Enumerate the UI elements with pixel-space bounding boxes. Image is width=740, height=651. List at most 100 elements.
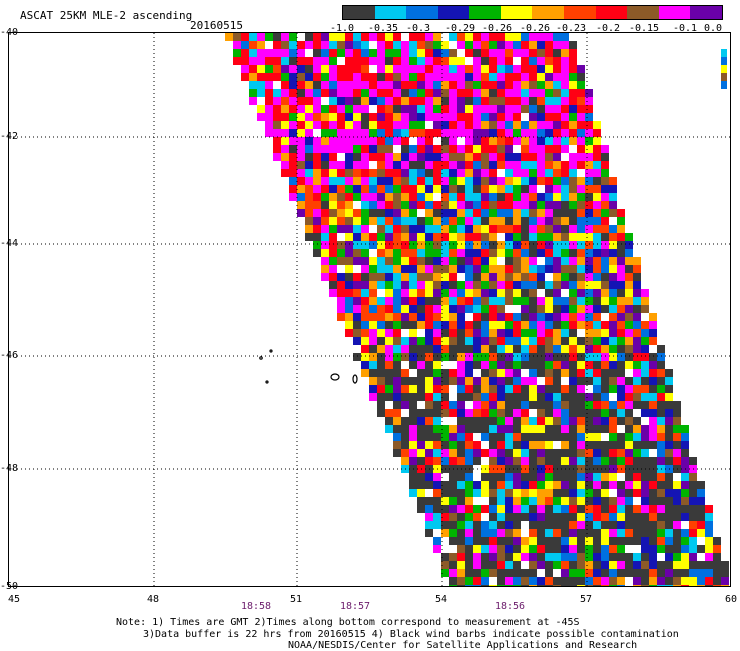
swath-cell (393, 393, 401, 401)
swath-cell (329, 81, 337, 89)
swath-cell (393, 65, 401, 73)
swath-cell (601, 361, 609, 369)
swath-cell (665, 457, 673, 465)
swath-cell (457, 529, 465, 537)
swath-cell (609, 505, 617, 513)
swath-cell (537, 553, 545, 561)
swath-cell (617, 257, 625, 265)
swath-cell (545, 513, 553, 521)
swath-cell (505, 353, 513, 361)
swath-cell (449, 521, 457, 529)
swath-cell (241, 73, 249, 81)
swath-cell (257, 33, 265, 41)
lon-label: 57 (579, 594, 593, 605)
swath-cell (609, 433, 617, 441)
swath-cell (521, 569, 529, 577)
swath-cell (569, 57, 577, 65)
swath-cell (561, 345, 569, 353)
swath-cell (521, 433, 529, 441)
swath-cell (529, 289, 537, 297)
swath-cell (697, 505, 705, 513)
swath-cell (393, 297, 401, 305)
swath-cell (377, 113, 385, 121)
swath-cell (321, 177, 329, 185)
swath-cell (377, 217, 385, 225)
swath-cell (425, 217, 433, 225)
swath-cell (481, 449, 489, 457)
swath-cell (377, 121, 385, 129)
swath-cell (369, 169, 377, 177)
swath-cell (329, 49, 337, 57)
swath-cell (361, 265, 369, 273)
swath-cell (297, 65, 305, 73)
swath-cell (537, 457, 545, 465)
swath-cell (577, 393, 585, 401)
swath-cell (505, 577, 513, 585)
swath-cell (577, 185, 585, 193)
swath-cell (497, 209, 505, 217)
swath-cell (529, 161, 537, 169)
swath-cell (673, 505, 681, 513)
swath-cell (625, 441, 633, 449)
swath-cell (553, 457, 561, 465)
swath-cell (473, 377, 481, 385)
swath-cell (553, 113, 561, 121)
swath-cell (497, 329, 505, 337)
swath-cell (481, 529, 489, 537)
swath-cell (489, 241, 497, 249)
swath-cell (385, 225, 393, 233)
swath-cell (369, 289, 377, 297)
swath-cell (489, 369, 497, 377)
swath-cell (537, 153, 545, 161)
swath-cell (481, 129, 489, 137)
swath-cell (409, 241, 417, 249)
swath-cell (465, 585, 473, 586)
swath-cell (465, 513, 473, 521)
swath-cell (441, 65, 449, 73)
swath-cell (537, 81, 545, 89)
swath-cell (385, 321, 393, 329)
swath-cell (593, 161, 601, 169)
swath-cell (657, 393, 665, 401)
swath-cell (425, 265, 433, 273)
swath-cell (345, 225, 353, 233)
swath-cell (561, 233, 569, 241)
swath-cell (665, 385, 673, 393)
swath-cell (585, 265, 593, 273)
swath-cell (537, 313, 545, 321)
swath-cell (369, 273, 377, 281)
swath-cell (441, 129, 449, 137)
colorbar-label: 0.0 (703, 23, 723, 34)
swath-cell (497, 545, 505, 553)
swath-cell (449, 185, 457, 193)
swath-cell (465, 49, 473, 57)
swath-cell (385, 209, 393, 217)
swath-cell (393, 409, 401, 417)
swath-cell (497, 201, 505, 209)
swath-cell (345, 249, 353, 257)
swath-cell (497, 561, 505, 569)
swath-cell (561, 433, 569, 441)
swath-cell (369, 313, 377, 321)
swath-cell (305, 73, 313, 81)
swath-cell (545, 569, 553, 577)
swath-cell (553, 241, 561, 249)
swath-cell (609, 313, 617, 321)
swath-cell (553, 521, 561, 529)
swath-cell (649, 489, 657, 497)
swath-cell (561, 505, 569, 513)
swath-cell (297, 177, 305, 185)
swath-cell (401, 57, 409, 65)
swath-cell (401, 401, 409, 409)
swath-cell (433, 105, 441, 113)
swath-cell (673, 545, 681, 553)
swath-cell (401, 97, 409, 105)
swath-cell (329, 249, 337, 257)
swath-cell (609, 225, 617, 233)
swath-cell (673, 585, 681, 586)
swath-cell (521, 105, 529, 113)
swath-cell (689, 553, 697, 561)
swath-cell (545, 249, 553, 257)
swath-cell (401, 65, 409, 73)
swath-cell (561, 121, 569, 129)
